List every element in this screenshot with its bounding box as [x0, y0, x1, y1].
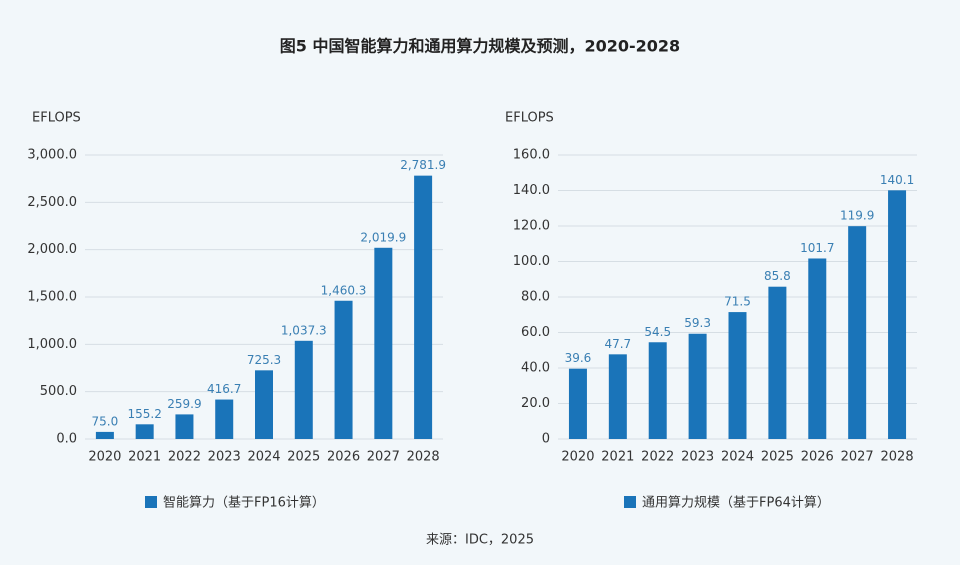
y-tick-label: 20.0	[521, 396, 550, 411]
value-label: 39.6	[565, 351, 592, 365]
value-label: 140.1	[880, 173, 914, 187]
y-tick-label: 2,000.0	[27, 242, 77, 257]
bar	[688, 333, 707, 439]
x-tick-label: 2024	[721, 450, 754, 465]
value-label: 59.3	[684, 316, 711, 330]
x-tick-label: 2027	[367, 450, 400, 465]
x-tick-label: 2022	[641, 450, 674, 465]
value-label: 155.2	[127, 407, 161, 421]
y-tick-label: 40.0	[521, 361, 550, 376]
y-tick-label: 0	[542, 432, 550, 447]
y-tick-label: 3,000.0	[27, 148, 77, 163]
x-tick-label: 2028	[407, 450, 440, 465]
bar	[608, 354, 627, 439]
y-tick-label: 2,500.0	[27, 195, 77, 210]
legend-label: 智能算力（基于FP16计算）	[163, 496, 325, 511]
chart-title: 图5 中国智能算力和通用算力规模及预测，2020-2028	[280, 37, 680, 56]
value-label: 1,460.3	[321, 283, 367, 297]
y-tick-label: 0.0	[56, 432, 77, 447]
x-tick-label: 2027	[841, 450, 874, 465]
bar	[848, 226, 867, 439]
y-tick-label: 60.0	[521, 325, 550, 340]
x-tick-label: 2020	[561, 450, 594, 465]
legend-label: 通用算力规模（基于FP64计算）	[642, 496, 830, 511]
legend-swatch	[145, 496, 157, 508]
bar	[95, 431, 114, 439]
value-label: 725.3	[247, 353, 281, 367]
value-label: 259.9	[167, 397, 201, 411]
value-label: 54.5	[644, 325, 671, 339]
bar	[175, 414, 194, 439]
bar	[374, 247, 393, 439]
value-label: 101.7	[800, 241, 834, 255]
y-tick-label: 140.0	[513, 183, 550, 198]
value-label: 71.5	[724, 295, 751, 309]
x-tick-label: 2026	[327, 450, 360, 465]
x-tick-label: 2022	[168, 450, 201, 465]
y-tick-label: 100.0	[513, 254, 550, 269]
bar	[414, 175, 433, 440]
y-tick-label: 80.0	[521, 290, 550, 305]
x-tick-label: 2023	[208, 450, 241, 465]
value-label: 85.8	[764, 269, 791, 283]
bar	[135, 424, 154, 439]
x-tick-label: 2025	[761, 450, 794, 465]
y-tick-label: 1,500.0	[27, 290, 77, 305]
y-axis-label: EFLOPS	[32, 111, 81, 126]
bar	[255, 370, 273, 439]
bar	[294, 340, 313, 439]
y-tick-label: 500.0	[40, 384, 77, 399]
x-tick-label: 2020	[88, 450, 121, 465]
y-tick-label: 120.0	[513, 219, 550, 234]
x-tick-label: 2028	[881, 450, 914, 465]
value-label: 75.0	[92, 414, 119, 428]
x-tick-label: 2026	[801, 450, 834, 465]
value-label: 2,781.9	[400, 158, 446, 172]
value-label: 119.9	[840, 209, 874, 223]
value-label: 47.7	[604, 337, 631, 351]
x-tick-label: 2021	[128, 450, 161, 465]
x-tick-label: 2023	[681, 450, 714, 465]
source-note: 来源：IDC，2025	[426, 533, 534, 548]
y-axis-label: EFLOPS	[505, 111, 554, 126]
bar	[728, 312, 747, 439]
y-tick-label: 160.0	[513, 148, 550, 163]
bar	[808, 258, 827, 439]
value-label: 416.7	[207, 382, 241, 396]
bar	[888, 190, 907, 439]
y-tick-label: 1,000.0	[27, 337, 77, 352]
bar	[215, 399, 234, 439]
bar	[648, 342, 667, 439]
x-tick-label: 2024	[247, 450, 280, 465]
bar	[568, 368, 587, 439]
x-tick-label: 2021	[601, 450, 634, 465]
bar	[334, 300, 353, 439]
bar	[768, 286, 787, 439]
value-label: 2,019.9	[360, 230, 406, 244]
x-tick-label: 2025	[287, 450, 320, 465]
value-label: 1,037.3	[281, 323, 327, 337]
legend-swatch	[624, 496, 636, 508]
